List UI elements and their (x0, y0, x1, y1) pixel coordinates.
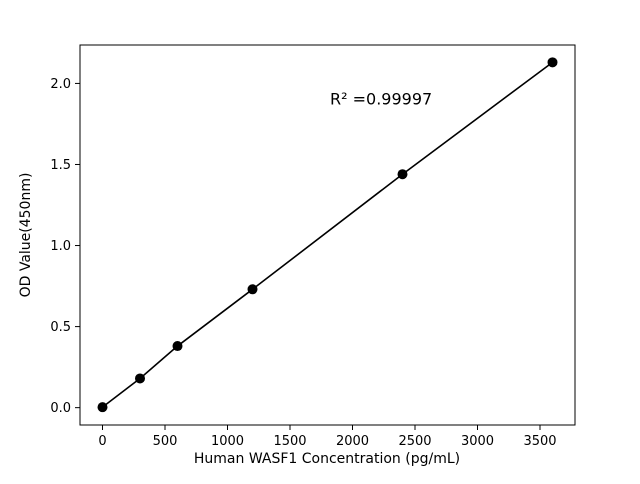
x-tick-label: 3000 (461, 434, 494, 449)
series-layer (97, 57, 558, 413)
x-tick-label: 3500 (523, 434, 556, 449)
data-point (97, 402, 108, 413)
data-point (247, 284, 258, 295)
y-tick-label: 1.0 (50, 239, 71, 254)
plot-border (79, 44, 576, 426)
y-axis-label: OD Value(450nm) (18, 173, 34, 298)
y-tick-label: 1.5 (50, 158, 71, 173)
series-line (102, 61, 553, 408)
r-squared-annotation: R² =0.99997 (330, 89, 432, 108)
ticks-layer: 0 500 1000 1500 2000 2500 3000 3500 0.0 0.5 1.0 1.5… (50, 77, 556, 449)
x-axis-label: Human WASF1 Concentration (pg/mL) (194, 451, 460, 467)
y-tick-label: 0.0 (50, 401, 71, 416)
data-point (397, 169, 408, 180)
x-tick-label: 0 (98, 434, 106, 449)
x-tick-label: 1500 (273, 434, 306, 449)
x-tick-label: 2500 (398, 434, 431, 449)
data-point (172, 341, 183, 352)
y-tick-label: 0.5 (50, 320, 71, 335)
x-tick-label: 500 (153, 434, 178, 449)
x-tick-label: 1000 (211, 434, 244, 449)
x-tick-label: 2000 (336, 434, 369, 449)
y-tick-label: 2.0 (50, 77, 71, 92)
data-point (135, 373, 145, 384)
data-point (547, 57, 558, 68)
